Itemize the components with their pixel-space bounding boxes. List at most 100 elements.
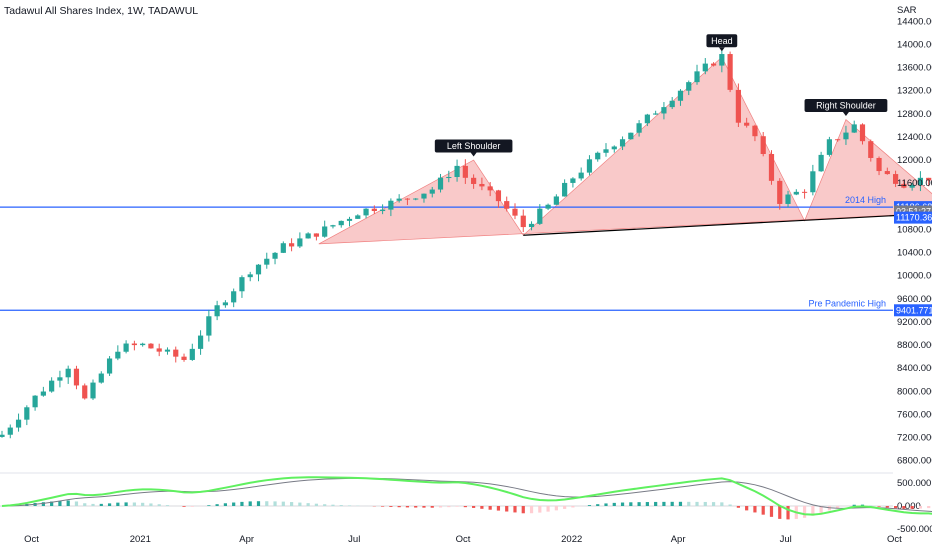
- macd-histogram-bar: [910, 506, 914, 509]
- candle-body: [504, 201, 510, 209]
- candle-body: [57, 377, 63, 381]
- chart-title: Tadawul All Shares Index, 1W, TADAWUL: [4, 5, 199, 17]
- macd-histogram-bar: [331, 504, 335, 506]
- macd-histogram-bar: [587, 505, 592, 506]
- macd-histogram-bar: [165, 505, 170, 506]
- macd-histogram-bar: [521, 506, 525, 514]
- candle-body: [677, 90, 684, 101]
- annotation-label: Head: [711, 36, 733, 46]
- candle-body: [313, 233, 320, 237]
- macd-tick-label: 500.000: [897, 478, 931, 489]
- candle-body: [82, 385, 88, 399]
- macd-histogram-bar: [620, 502, 625, 506]
- candle-body: [562, 182, 568, 197]
- candles: [0, 49, 932, 439]
- signal-line: [1, 477, 932, 513]
- candle-body: [239, 277, 245, 292]
- candle-body: [297, 238, 303, 247]
- candle-body: [826, 139, 832, 155]
- candle-body: [247, 274, 253, 278]
- macd-histogram-bar: [496, 506, 501, 511]
- candle-body: [429, 189, 435, 194]
- macd-histogram-bar: [678, 501, 683, 506]
- macd-histogram-bar: [670, 501, 674, 506]
- candle-body: [330, 225, 336, 227]
- macd-histogram-bar: [0, 506, 4, 507]
- macd-histogram-bar: [107, 503, 112, 506]
- candle-body: [876, 157, 882, 172]
- candle-body: [619, 139, 626, 147]
- macd-histogram-bar: [687, 501, 691, 506]
- candle-body: [131, 343, 137, 346]
- candle-body: [73, 368, 80, 386]
- level-label: 2014 High: [845, 195, 886, 205]
- macd-histogram-bar: [546, 506, 550, 512]
- macd-histogram-bar: [538, 506, 542, 513]
- candle-body: [868, 141, 874, 158]
- macd-histogram-bar: [513, 506, 517, 513]
- price-tick-label: 14400.000: [897, 16, 932, 27]
- neckline: [523, 212, 932, 236]
- time-tick-label: Oct: [887, 534, 902, 545]
- candle-body: [140, 343, 146, 346]
- candle-body: [206, 316, 212, 336]
- macd-histogram-bar: [554, 506, 558, 511]
- candle-body: [189, 348, 195, 360]
- candle-body: [859, 124, 866, 142]
- candle-body: [222, 302, 228, 306]
- annotation-pointer: [718, 47, 725, 52]
- macd-histogram-bar: [563, 506, 567, 509]
- macd-tick-label: -500.000: [897, 524, 932, 535]
- price-tick-label: 10400.000: [897, 248, 932, 259]
- macd-histogram-bar: [811, 506, 815, 516]
- macd-histogram-bar: [58, 500, 62, 506]
- candle-body: [173, 349, 179, 357]
- price-tick-label: 11600.000: [897, 178, 932, 189]
- macd-histogram-bar: [116, 502, 120, 506]
- macd-histogram-bar: [571, 506, 575, 508]
- candle-body: [371, 208, 377, 212]
- macd-histogram-bar: [869, 505, 873, 506]
- macd-histogram-bar: [132, 502, 136, 506]
- price-tick-label: 8000.000: [897, 386, 932, 397]
- candle-body: [388, 200, 394, 210]
- candle-body: [719, 54, 725, 66]
- macd-histogram-bar: [695, 501, 699, 506]
- candle-body: [661, 107, 667, 114]
- candle-body: [24, 407, 30, 420]
- macd-histogram-bar: [778, 506, 782, 519]
- candle-body: [32, 395, 38, 408]
- price-tag: [894, 304, 932, 317]
- macd-histogram-bar: [893, 506, 898, 509]
- candle-body: [446, 177, 452, 179]
- macd-histogram-bar: [637, 502, 641, 506]
- candle-body: [338, 220, 344, 226]
- annotation-box: [804, 99, 888, 113]
- macd-histogram-bar: [41, 502, 45, 506]
- macd-histogram-bar: [232, 502, 236, 506]
- macd-histogram-bar: [529, 506, 534, 514]
- macd-histogram-bar: [736, 506, 740, 508]
- macd-histogram-bar: [753, 506, 757, 513]
- macd-histogram-bar: [414, 506, 418, 508]
- macd-histogram-bar: [389, 506, 393, 507]
- candle-body: [801, 191, 808, 193]
- time-tick-label: Apr: [239, 534, 254, 545]
- macd-histogram-bar: [819, 506, 823, 514]
- macd-histogram-bar: [612, 502, 616, 506]
- time-axis: Oct2021AprJulOct2022AprJulOct2023AprJulO…: [24, 534, 902, 545]
- macd-histogram-bar: [157, 504, 161, 506]
- candle-body: [686, 82, 692, 91]
- macd-histogram-bar: [397, 506, 401, 508]
- candle-body: [702, 63, 708, 72]
- price-tick-label: 13600.000: [897, 63, 932, 74]
- candle-body: [727, 54, 733, 90]
- macd-histogram-bar: [83, 503, 87, 506]
- candle-body: [346, 218, 353, 221]
- candle-body: [255, 264, 262, 275]
- macd-histogram-bar: [273, 501, 277, 506]
- annotation-label: Right Shoulder: [816, 101, 876, 111]
- candle-body: [926, 177, 932, 181]
- candle-body: [115, 351, 121, 359]
